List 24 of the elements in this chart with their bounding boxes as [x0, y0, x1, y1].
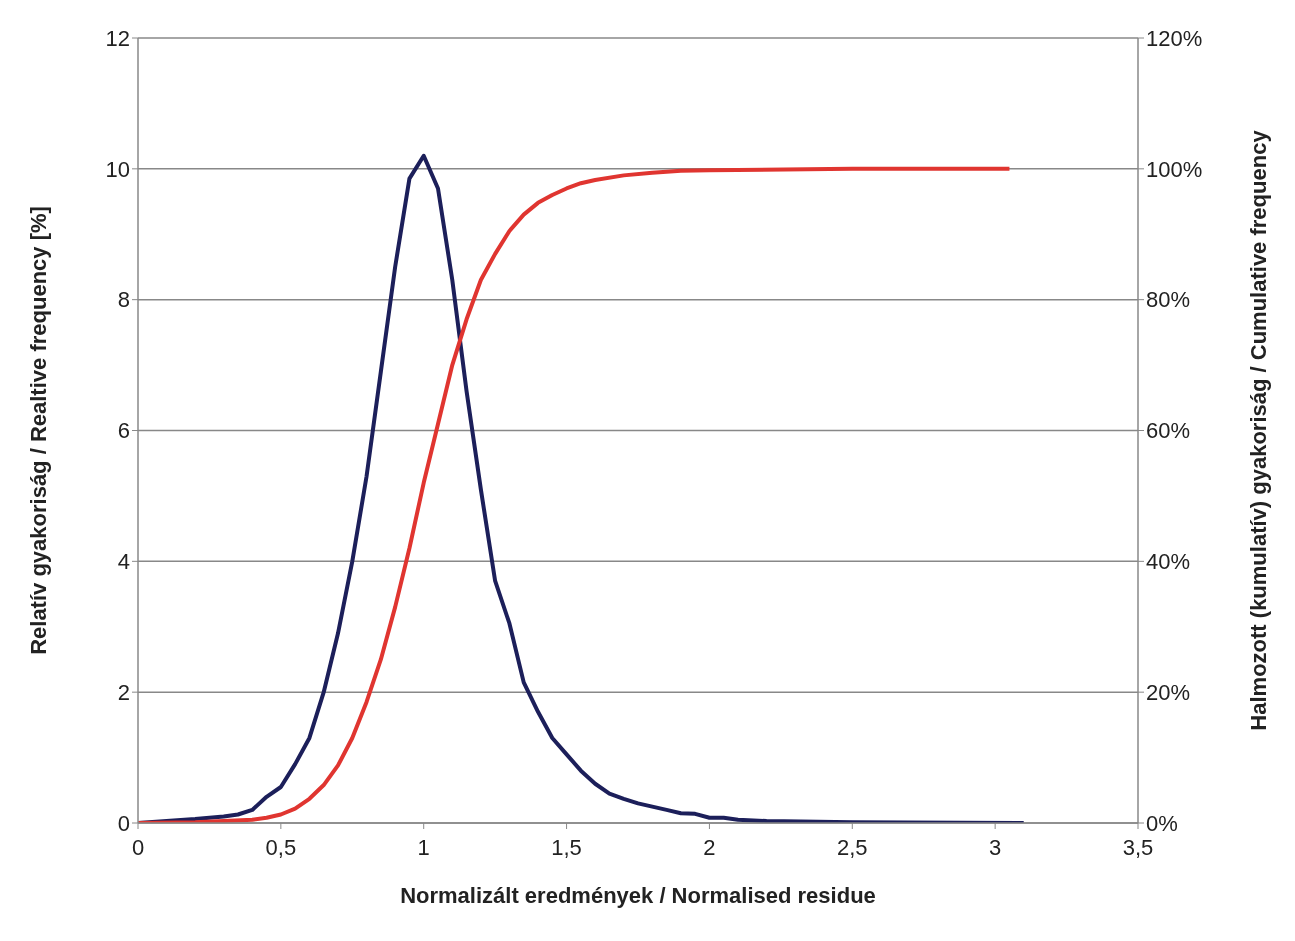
y-tick-label: 8	[117, 287, 130, 313]
x-tick-label: 2	[703, 834, 716, 860]
y2-tick-label: 60%	[1146, 418, 1191, 444]
x-tick-label: 1,5	[551, 834, 582, 860]
y-tick-label: 4	[117, 549, 130, 575]
y-tick-label: 12	[105, 25, 130, 51]
x-axis-title: Normalizált eredmények / Normalised residue	[400, 883, 876, 908]
x-tick-label: 2,5	[836, 834, 868, 860]
y-tick-label: 6	[117, 418, 130, 444]
y2-tick-label: 80%	[1146, 287, 1191, 313]
y-tick-label: 2	[117, 679, 130, 705]
y2-tick-label: 100%	[1146, 156, 1203, 182]
y2-tick-label: 20%	[1146, 679, 1191, 705]
y2-axis-title: Halmozott (kumulatív) gyakoriság / Cumulative frequency	[1245, 129, 1271, 731]
y-tick-label: 0	[117, 810, 130, 836]
y2-tick-label: 0%	[1146, 810, 1178, 836]
y-axis-title: Relatív gyakoriság / Realtive frequency [%]	[25, 206, 51, 655]
y-tick-label: 10	[105, 156, 130, 182]
x-tick-label: 1	[417, 834, 430, 860]
y2-tick-label: 120%	[1146, 25, 1203, 51]
y2-tick-label: 40%	[1146, 549, 1191, 575]
x-tick-label: 3	[989, 834, 1002, 860]
x-tick-label: 0,5	[265, 834, 297, 860]
x-tick-label: 3,5	[1122, 834, 1154, 860]
